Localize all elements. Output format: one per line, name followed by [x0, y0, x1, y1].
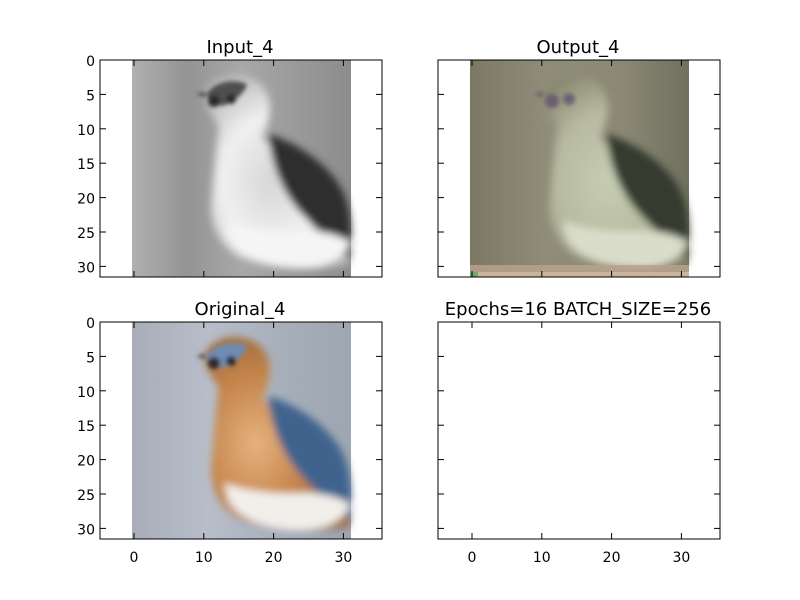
xtick-label: 20 — [265, 550, 283, 566]
ytick-label: 25 — [77, 488, 95, 504]
ytick-label: 5 — [86, 350, 95, 366]
xtick-label: 0 — [468, 550, 477, 566]
ytick-label: 30 — [77, 260, 95, 276]
ytick-label: 20 — [77, 192, 95, 208]
panel-title: Output_4 — [537, 37, 620, 58]
xtick-label: 20 — [603, 550, 621, 566]
yticks-original: 0 5 10 15 20 25 30 — [77, 316, 382, 538]
panel-original: Original_4 — [77, 299, 383, 566]
xtick-label: 30 — [672, 550, 690, 566]
plot-area — [438, 322, 720, 539]
ytick-label: 10 — [77, 123, 95, 139]
xticks-empty: 0 10 20 30 — [468, 322, 690, 566]
axes-frame — [437, 59, 721, 278]
ytick-label: 10 — [77, 385, 95, 401]
ytick-label: 15 — [77, 157, 95, 173]
ytick-label: 25 — [77, 226, 95, 242]
panel-title: Epochs=16 BATCH_SIZE=256 — [445, 299, 711, 320]
yticks-empty — [438, 321, 720, 529]
image-input-bird — [132, 60, 352, 277]
ytick-label: 15 — [77, 419, 95, 435]
xtick-label: 0 — [130, 550, 139, 566]
panel-empty: Epochs=16 BATCH_SIZE=256 — [437, 299, 721, 566]
axes-frame — [99, 59, 383, 278]
ytick-label: 0 — [86, 316, 95, 332]
yticks-output — [438, 59, 720, 267]
axes-frame — [437, 321, 721, 540]
xticks-original: 0 10 20 30 — [130, 322, 352, 566]
panel-input: Input_4 — [77, 37, 383, 278]
ytick-label: 30 — [77, 522, 95, 538]
xtick-label: 10 — [533, 550, 551, 566]
xtick-label: 30 — [334, 550, 352, 566]
panel-output: Output_4 — [437, 37, 721, 278]
xticks-input — [133, 60, 344, 277]
panel-title: Original_4 — [195, 299, 286, 320]
yticks-input: 0 5 10 15 20 25 30 — [77, 54, 382, 276]
image-output-bird — [470, 60, 690, 277]
panel-title: Input_4 — [206, 37, 273, 58]
ytick-label: 5 — [86, 88, 95, 104]
axes-frame — [99, 321, 383, 540]
xticks-output — [471, 60, 682, 277]
xtick-label: 10 — [195, 550, 213, 566]
ytick-label: 20 — [77, 454, 95, 470]
image-original-bird — [132, 322, 352, 539]
ytick-label: 0 — [86, 54, 95, 70]
